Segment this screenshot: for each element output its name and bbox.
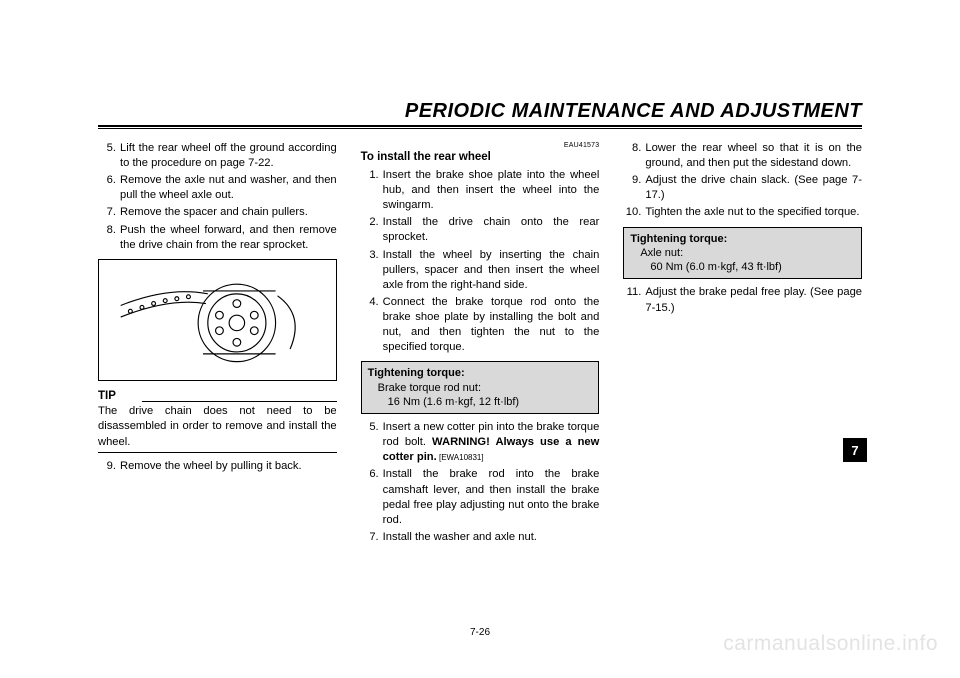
item-num: 9. [98,459,120,474]
item-text: Connect the brake torque rod onto the br… [383,295,600,355]
item-num: 6. [98,173,120,203]
subheading: To install the rear wheel [361,150,600,166]
item-num: 6. [361,467,383,527]
tip-rule [142,401,337,402]
item-num: 4. [361,295,383,355]
item-num: 8. [98,223,120,253]
item-text: Install the washer and axle nut. [383,530,600,545]
columns: 5.Lift the rear wheel off the ground acc… [98,141,862,547]
torque-value: 16 Nm (1.6 m·kgf, 12 ft·lbf) [368,395,593,409]
torque-sub: Axle nut: [630,246,855,260]
list-item: 5. Insert a new cotter pin into the brak… [361,420,600,465]
sprocket-illustration [98,259,337,381]
list-item: 3.Install the wheel by inserting the cha… [361,248,600,293]
list-item: 1.Insert the brake shoe plate into the w… [361,168,600,213]
col2-list-2: 5. Insert a new cotter pin into the brak… [361,420,600,545]
item-text: Remove the wheel by pulling it back. [120,459,337,474]
item-text: Tighten the axle nut to the specified to… [645,205,862,220]
page-title: PERIODIC MAINTENANCE AND ADJUSTMENT [98,100,862,125]
column-1: 5.Lift the rear wheel off the ground acc… [98,141,337,547]
item-text: Lower the rear wheel so that it is on th… [645,141,862,171]
list-item: 6.Install the brake rod into the brake c… [361,467,600,527]
manual-page: PERIODIC MAINTENANCE AND ADJUSTMENT 5.Li… [98,100,862,638]
sprocket-svg [111,266,324,374]
item-num: 1. [361,168,383,213]
item-num: 8. [623,141,645,171]
item-text: Adjust the brake pedal free play. (See p… [645,285,862,315]
chapter-tab: 7 [843,438,867,462]
item-num: 9. [623,173,645,203]
torque-title: Tightening torque: [630,232,855,246]
torque-sub: Brake torque rod nut: [368,381,593,395]
item-text: Lift the rear wheel off the ground accor… [120,141,337,171]
item-num: 10. [623,205,645,220]
item-text: Remove the axle nut and washer, and then… [120,173,337,203]
item-text: Install the drive chain onto the rear sp… [383,215,600,245]
item-num: 2. [361,215,383,245]
list-item: 2.Install the drive chain onto the rear … [361,215,600,245]
list-item: 5.Lift the rear wheel off the ground acc… [98,141,337,171]
col3-list-1: 8.Lower the rear wheel so that it is on … [623,141,862,221]
list-item: 9.Adjust the drive chain slack. (See pag… [623,173,862,203]
list-item: 11.Adjust the brake pedal free play. (Se… [623,285,862,315]
list-item: 8.Lower the rear wheel so that it is on … [623,141,862,171]
col1-list-1: 5.Lift the rear wheel off the ground acc… [98,141,337,253]
col2-list-1: 1.Insert the brake shoe plate into the w… [361,168,600,355]
tip-label: TIP [98,389,116,405]
item-num: 7. [361,530,383,545]
page-number: 7-26 [98,627,862,638]
list-item: 10.Tighten the axle nut to the specified… [623,205,862,220]
column-2: EAU41573 To install the rear wheel 1.Ins… [361,141,600,547]
title-rule-thin [98,128,862,129]
item-text: Install the brake rod into the brake cam… [383,467,600,527]
item-num: 5. [361,420,383,465]
tip-text: The drive chain does not need to be disa… [98,404,337,449]
item-text: Remove the spacer and chain pullers. [120,205,337,220]
list-item: 4.Connect the brake torque rod onto the … [361,295,600,355]
list-item: 6.Remove the axle nut and washer, and th… [98,173,337,203]
tip-end-rule [98,452,337,453]
warning-code: [EWA10831] [437,453,484,462]
section-code: EAU41573 [361,141,600,150]
list-item: 8.Push the wheel forward, and then remov… [98,223,337,253]
list-item: 9.Remove the wheel by pulling it back. [98,459,337,474]
item-num: 5. [98,141,120,171]
torque-box-1: Tightening torque: Brake torque rod nut:… [361,361,600,414]
item-num: 11. [623,285,645,315]
tip-header-row: TIP [98,389,337,405]
item-text: Install the wheel by inserting the chain… [383,248,600,293]
list-item: 7.Install the washer and axle nut. [361,530,600,545]
item-num: 3. [361,248,383,293]
col3-list-2: 11.Adjust the brake pedal free play. (Se… [623,285,862,315]
item-text: Push the wheel forward, and then remove … [120,223,337,253]
item-text: Insert a new cotter pin into the brake t… [383,420,600,465]
torque-title: Tightening torque: [368,366,593,380]
item-num: 7. [98,205,120,220]
col1-list-2: 9.Remove the wheel by pulling it back. [98,459,337,474]
torque-box-2: Tightening torque: Axle nut: 60 Nm (6.0 … [623,227,862,280]
torque-value: 60 Nm (6.0 m·kgf, 43 ft·lbf) [630,260,855,274]
item-text: Adjust the drive chain slack. (See page … [645,173,862,203]
column-3: 8.Lower the rear wheel so that it is on … [623,141,862,547]
list-item: 7.Remove the spacer and chain pullers. [98,205,337,220]
title-rule-thick [98,125,862,127]
item-text: Insert the brake shoe plate into the whe… [383,168,600,213]
